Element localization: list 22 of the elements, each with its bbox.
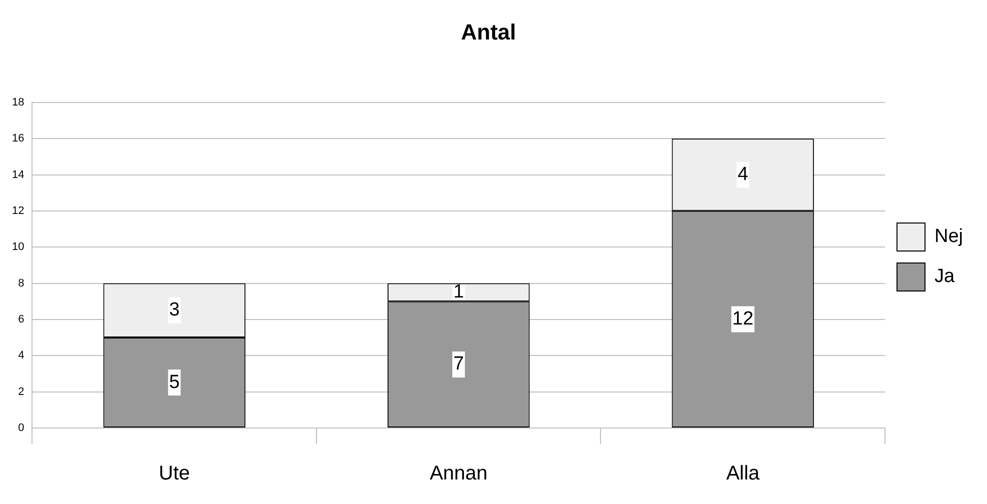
y-tick-label: 18 [12,96,24,108]
y-tick-label: 10 [12,241,24,254]
x-tick-label: Ute [158,462,190,485]
y-tick-label: 2 [18,386,24,398]
data-label: 5 [169,372,180,393]
x-tick-label: Alla [726,462,760,485]
data-label: 1 [453,282,464,303]
y-tick-label: 4 [18,350,24,362]
chart-title: Antal [461,19,516,44]
y-tick-label: 6 [18,314,24,326]
data-label: 3 [169,300,180,321]
x-tick-label: Annan [430,462,488,485]
y-tick-label: 16 [12,132,24,145]
legend-label: Nej [934,226,964,248]
y-tick-label: 12 [12,204,24,217]
data-label: 12 [732,308,754,330]
data-label: 7 [453,354,464,375]
legend-label: Ja [934,266,955,288]
y-tick-label: 14 [12,168,24,181]
y-tick-label: 0 [18,422,24,434]
y-tick-label: 8 [18,277,24,290]
data-label: 4 [738,164,749,185]
